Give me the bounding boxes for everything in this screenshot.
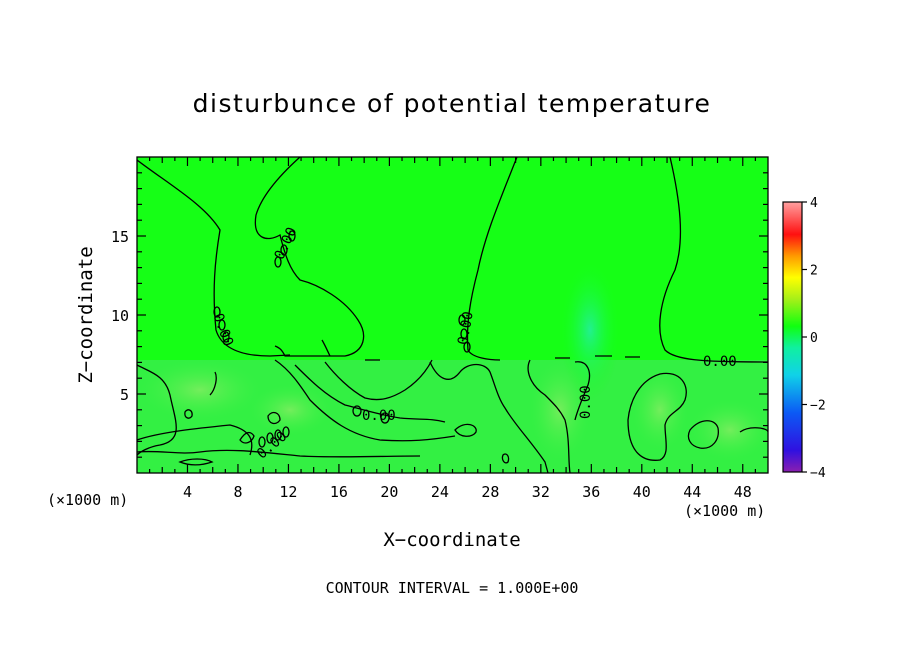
y-tick-label: 15: [111, 228, 129, 246]
x-tick-label: 36: [582, 483, 600, 501]
contour-line: [555, 355, 640, 359]
contour-label: 0.00: [455, 310, 477, 346]
contour-loop: [288, 230, 296, 242]
contour-line: [659, 157, 768, 363]
field-patch: [690, 400, 768, 460]
contour-line: [137, 424, 253, 456]
contour-loop: [460, 328, 468, 340]
colorbar-gradient: [782, 201, 803, 473]
contour-line: [429, 361, 549, 473]
colorbar: 4 2 0 −2 −4: [782, 196, 826, 481]
contour-loop: [274, 256, 282, 268]
contour-loop: [352, 405, 362, 417]
contour-loop: [258, 436, 266, 448]
contour-line: [501, 453, 510, 464]
contour-loop: [458, 314, 466, 326]
contour-label: 0.00: [703, 354, 737, 370]
chart-title: disturbunce of potential temperature: [193, 89, 712, 118]
contour-line: [137, 449, 421, 458]
plot-area: 0.00 0.00 0.00 0.00 0.00 0.00 0.00: [137, 157, 768, 473]
x-tick-label: 44: [683, 483, 701, 501]
contour-loop: [282, 426, 290, 438]
contour-interval-note: CONTOUR INTERVAL = 1.000E+00: [326, 579, 579, 597]
contour-line: [454, 423, 477, 437]
x-tick-label: 32: [532, 483, 550, 501]
contour-loop: [266, 432, 274, 444]
contour-label: 0.00: [362, 408, 396, 424]
contour-line: [239, 431, 255, 444]
contour-line: [137, 364, 177, 456]
contour-line: [527, 359, 571, 473]
contour-line: [627, 372, 687, 461]
x-tick-label: 4: [183, 483, 192, 501]
contour-loops: [213, 230, 471, 448]
contour-lines: [137, 157, 768, 473]
colorbar-tick-label: 4: [810, 196, 818, 211]
x-tick-label: 20: [380, 483, 398, 501]
field-patch: [140, 360, 260, 420]
x-tick-label: 48: [734, 483, 752, 501]
contour-line: [687, 420, 719, 449]
x-tick-label: 40: [633, 483, 651, 501]
field-patch: [250, 385, 330, 435]
contour-loop: [218, 319, 226, 331]
contour-loop: [380, 412, 390, 424]
field-patch: [560, 260, 620, 400]
y-axis-tick-labels: 5 10 15: [111, 228, 129, 404]
x-tick-label: 12: [279, 483, 297, 501]
colorbar-tick-label: 2: [810, 264, 818, 279]
x-axis-ticks: [149, 157, 756, 473]
contour-line: [274, 359, 456, 442]
colorbar-tick-label: −4: [810, 466, 826, 481]
contour-loop: [463, 341, 471, 353]
field-patch: [530, 360, 590, 460]
x-tick-label: 28: [481, 483, 499, 501]
contour-line: [209, 371, 217, 396]
x-axis-label: X−coordinate: [383, 529, 520, 551]
contour-label: 0.00: [578, 385, 594, 419]
contour-loop: [274, 429, 282, 441]
contour-loop: [213, 306, 221, 318]
contour-line: [137, 159, 291, 357]
x-tick-label: 24: [431, 483, 449, 501]
contour-line: [178, 458, 214, 466]
contour-line: [254, 157, 365, 357]
contour-line: [267, 411, 281, 425]
field-patch: [632, 370, 688, 450]
contour-line: [294, 364, 446, 423]
contour-loop: [280, 244, 288, 256]
contour-loop: [222, 331, 230, 343]
y-tick-label: 5: [120, 386, 129, 404]
colorbar-tick-label: 0: [810, 331, 818, 346]
contour-line: [324, 359, 433, 401]
contour-line: [184, 409, 193, 419]
x-axis-tick-labels: 4 8 12 16 20 24 28 32 36 40 44 48: [183, 483, 752, 501]
y-axis-ticks: [137, 172, 768, 458]
x-unit-right: (×1000 m): [684, 502, 765, 520]
colorbar-tick-label: −2: [810, 399, 826, 414]
x-tick-label: 16: [330, 483, 348, 501]
y-tick-label: 10: [111, 307, 129, 325]
colorbar-ticks: 4 2 0 −2 −4: [802, 196, 826, 481]
contour-line: [466, 157, 518, 361]
x-tick-label: 8: [233, 483, 242, 501]
contour-line: [574, 361, 591, 421]
x-unit-left: (×1000 m): [47, 491, 128, 509]
y-axis-label: Z−coordinate: [75, 246, 97, 383]
contour-line: [321, 339, 331, 357]
